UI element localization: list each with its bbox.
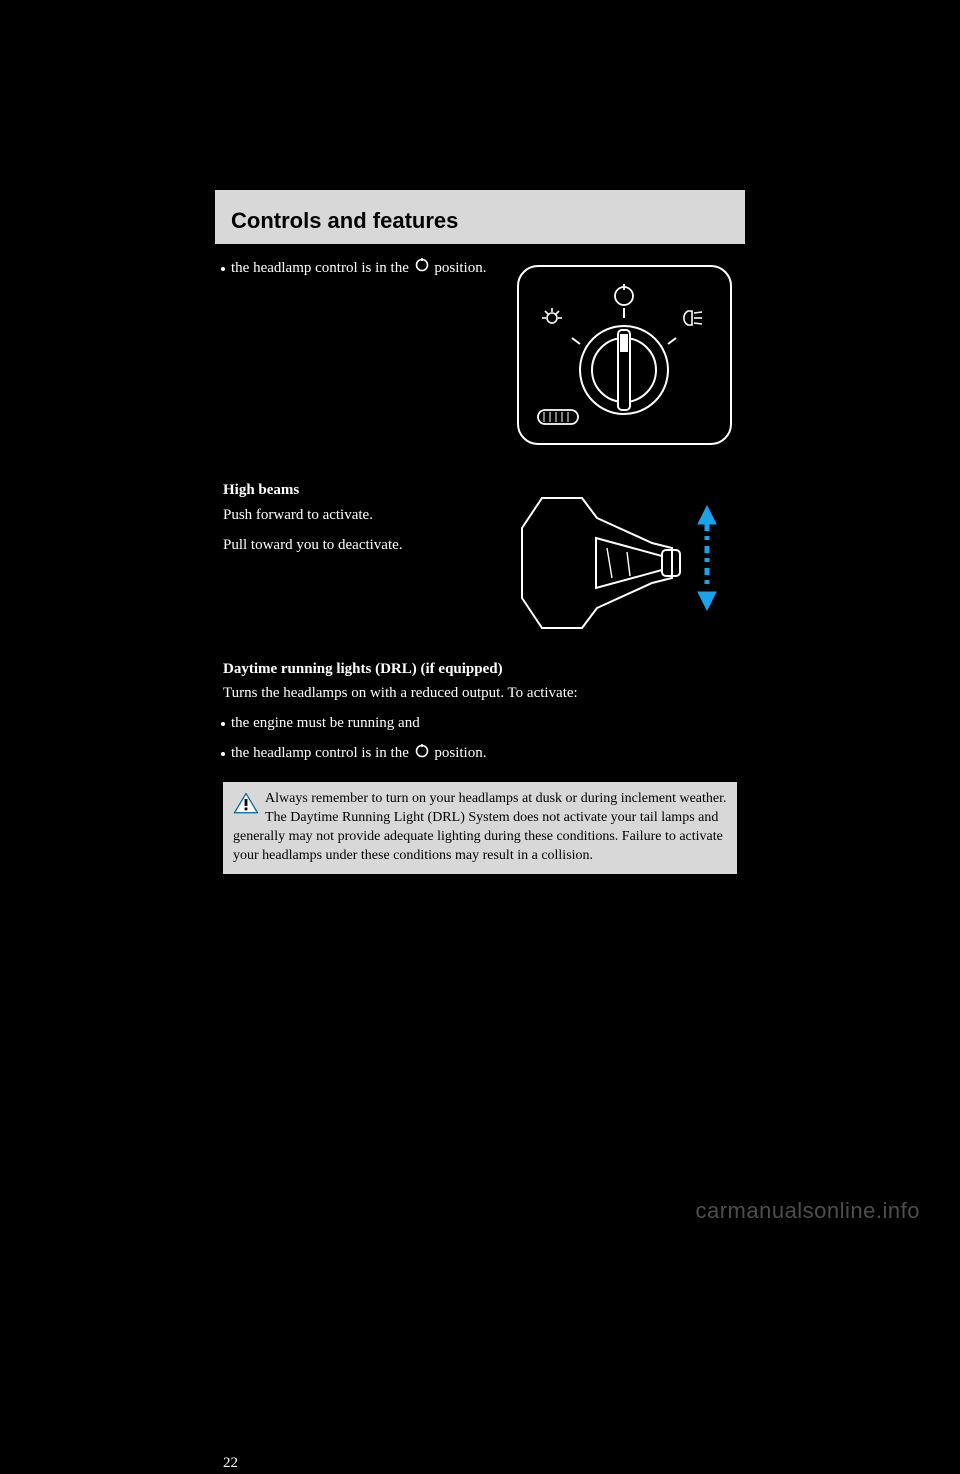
watermark: carmanualsonline.info <box>695 1198 920 1224</box>
lever-diagram-slot <box>512 468 737 654</box>
drl-heading: Daytime running lights (DRL) (if equippe… <box>223 659 737 679</box>
para-deactivate: Pull toward you to deactivate. <box>223 535 504 555</box>
warning-box: Always remember to turn on your headlamp… <box>223 782 737 874</box>
headlamp-off-icon <box>413 744 431 764</box>
para-activate: Push forward to activate. <box>223 505 504 525</box>
body-content: the headlamp control is in the position. <box>215 244 745 874</box>
headlamp-dial-diagram <box>512 260 737 450</box>
headlamp-off-icon <box>413 258 431 278</box>
drl-bullet-1: the engine must be running and <box>223 713 737 733</box>
page-container: Controls and features the headlamp contr… <box>215 190 745 874</box>
double-arrow-icon <box>698 506 716 610</box>
drl-para: Turns the headlamps on with a reduced ou… <box>223 683 737 703</box>
high-beams-heading: High beams <box>223 480 504 500</box>
dial-diagram-slot <box>512 260 737 456</box>
bullet1-text: the engine must be running and <box>231 715 420 731</box>
bullet2-prefix: the headlamp control is in the <box>231 745 413 761</box>
para1-suffix: position. <box>434 260 486 276</box>
page-number: 22 <box>223 1453 238 1473</box>
bullet-icon <box>221 267 225 271</box>
high-beams-text: High beams Push forward to activate. Pul… <box>223 466 504 565</box>
bullet-row-headlamp: the headlamp control is in the position. <box>223 258 737 456</box>
bullet-icon <box>221 722 225 726</box>
high-beams-row: High beams Push forward to activate. Pul… <box>223 466 737 654</box>
bullet-text: the headlamp control is in the position. <box>223 258 504 279</box>
para1-prefix: the headlamp control is in the <box>231 260 413 276</box>
high-beam-lever-diagram <box>512 468 737 648</box>
section-header: Controls and features <box>215 190 745 244</box>
warning-icon <box>233 792 259 821</box>
warning-text: Always remember to turn on your headlamp… <box>233 791 727 863</box>
bullet2-suffix: position. <box>434 745 486 761</box>
drl-bullet-2: the headlamp control is in the position. <box>223 743 737 764</box>
bullet-icon <box>221 752 225 756</box>
section-title: Controls and features <box>231 208 729 234</box>
